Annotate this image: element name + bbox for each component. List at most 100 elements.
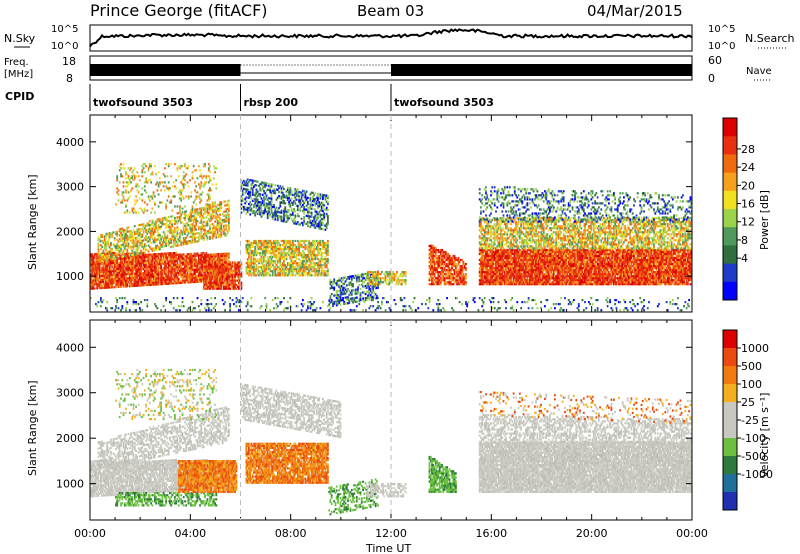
heatmap-cell xyxy=(284,246,287,249)
heatmap-cell xyxy=(112,274,115,277)
heatmap-cell xyxy=(204,212,206,215)
heatmap-cell xyxy=(148,261,151,264)
heatmap-cell xyxy=(126,281,129,284)
heatmap-cell xyxy=(285,194,288,197)
heatmap-cell xyxy=(126,279,129,282)
heatmap-cell xyxy=(107,282,110,285)
heatmap-cell xyxy=(138,274,141,277)
heatmap-cell xyxy=(156,283,159,286)
heatmap-cell xyxy=(154,283,156,286)
heatmap-cell xyxy=(180,273,183,276)
heatmap-cell xyxy=(162,256,165,259)
heatmap-cell xyxy=(176,222,179,225)
heatmap-cell xyxy=(271,264,274,267)
heatmap-cell xyxy=(164,167,166,170)
heatmap-cell xyxy=(285,243,288,247)
heatmap-cell xyxy=(145,165,147,168)
heatmap-cell xyxy=(179,271,181,274)
heatmap-cell xyxy=(314,192,317,195)
heatmap-cell xyxy=(280,211,283,214)
heatmap-cell xyxy=(140,256,142,259)
heatmap-cell xyxy=(140,229,142,232)
heatmap-cell xyxy=(152,279,155,282)
heatmap-cell xyxy=(157,253,160,256)
heatmap-cell xyxy=(115,259,117,262)
heatmap-cell xyxy=(110,264,112,267)
heatmap-cell xyxy=(185,195,188,198)
heatmap-cell xyxy=(132,268,135,271)
heatmap-cell xyxy=(318,268,321,271)
heatmap-cell xyxy=(131,282,134,286)
heatmap-cell xyxy=(136,284,139,287)
heatmap-cell xyxy=(100,252,102,255)
heatmap-cell xyxy=(125,263,127,266)
heatmap-cell xyxy=(131,278,134,282)
heatmap-cell xyxy=(141,233,144,236)
heatmap-cell xyxy=(96,257,99,260)
heatmap-cell xyxy=(147,250,150,253)
heatmap-cell xyxy=(157,171,160,174)
heatmap-cell xyxy=(169,264,171,267)
heatmap-cell xyxy=(108,278,111,281)
heatmap-cell xyxy=(128,283,131,286)
heatmap-cell xyxy=(160,237,162,240)
heatmap-cell xyxy=(167,262,170,265)
heatmap-cell xyxy=(248,250,250,253)
heatmap-cell xyxy=(187,265,190,268)
heatmap-cell xyxy=(176,167,179,170)
heatmap-cell xyxy=(146,267,149,270)
heatmap-cell xyxy=(278,266,280,269)
heatmap-cell xyxy=(107,252,110,255)
heatmap-cell xyxy=(148,199,151,202)
heatmap-cell xyxy=(184,179,186,182)
heatmap-cell xyxy=(121,263,124,266)
heatmap-cell xyxy=(95,279,97,282)
heatmap-cell xyxy=(132,266,135,269)
heatmap-cell xyxy=(143,276,146,279)
heatmap-cell xyxy=(116,281,119,285)
heatmap-cell xyxy=(135,284,137,287)
heatmap-cell xyxy=(169,266,171,269)
heatmap-cell xyxy=(260,197,263,200)
heatmap-cell xyxy=(127,279,130,282)
heatmap-cell xyxy=(169,256,171,259)
heatmap-cell xyxy=(250,197,253,200)
heatmap-cell xyxy=(135,266,137,269)
heatmap-cell xyxy=(116,279,119,282)
heatmap-cell xyxy=(154,211,156,214)
heatmap-cell xyxy=(145,177,147,180)
heatmap-cell xyxy=(185,265,188,268)
heatmap-cell xyxy=(96,279,99,282)
heatmap-cell xyxy=(296,221,299,224)
heatmap-cell xyxy=(310,207,313,210)
heatmap-cell xyxy=(131,266,134,269)
heatmap-cell xyxy=(184,259,186,262)
heatmap-cell xyxy=(154,257,156,260)
heatmap-cell xyxy=(140,284,142,287)
heatmap-cell xyxy=(151,257,154,260)
heatmap-cell xyxy=(228,217,230,220)
heatmap-cell xyxy=(127,263,130,266)
heatmap-cell xyxy=(160,254,162,257)
heatmap-cell xyxy=(323,216,326,219)
heatmap-cell xyxy=(91,271,94,274)
heatmap-cell xyxy=(263,195,265,199)
heatmap-cell xyxy=(137,274,140,277)
heatmap-cell xyxy=(327,202,329,206)
heatmap-cell xyxy=(136,280,139,283)
heatmap-cell xyxy=(151,263,154,266)
heatmap-cell xyxy=(231,271,234,274)
heatmap-cell xyxy=(126,255,129,258)
heatmap-cell xyxy=(147,255,150,258)
heatmap-cell xyxy=(112,262,115,265)
heatmap-cell xyxy=(184,273,186,276)
heatmap-cell xyxy=(171,282,174,285)
heatmap-cell xyxy=(131,268,134,271)
heatmap-cell xyxy=(105,276,107,279)
heatmap-cell xyxy=(148,257,151,260)
heatmap-cell xyxy=(95,257,97,260)
heatmap-cell xyxy=(105,282,107,285)
heatmap-cell xyxy=(359,293,362,297)
heatmap-cell xyxy=(215,207,218,210)
heatmap-cell xyxy=(96,252,99,256)
